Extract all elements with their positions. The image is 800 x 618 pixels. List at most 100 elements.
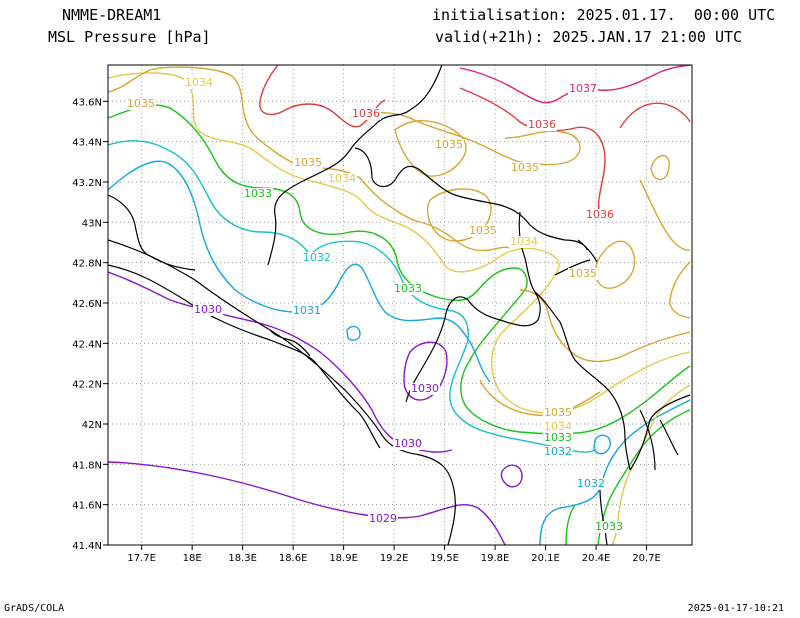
contour-label: 1035 [569, 267, 597, 280]
contour-label-bg [576, 478, 606, 490]
border-north [267, 65, 443, 266]
contour-label: 1035 [469, 224, 497, 237]
contour-label-bg [243, 188, 273, 200]
y-tick-label: 43.6N [72, 97, 102, 108]
x-tick-label: 18E [183, 553, 202, 564]
contour-label: 1035 [511, 161, 539, 174]
contour-label-bg [393, 438, 423, 450]
border-kosovo-east [534, 291, 631, 471]
border-east [554, 239, 598, 276]
contour-label: 1032 [577, 477, 605, 490]
x-tick-label: 18.3E [228, 553, 257, 564]
init-time: initialisation: 2025.01.17. 00:00 UTC [432, 6, 776, 24]
x-tick-label: 18.6E [279, 553, 308, 564]
contour-labels: 1034103510361037103610351035103410351033… [126, 76, 624, 533]
border-bih-mne [108, 194, 196, 271]
contour-label-bg [293, 157, 323, 169]
contour-label: 1036 [586, 208, 614, 221]
contour-label-bg [543, 446, 573, 458]
x-tick-label: 20.4E [582, 553, 611, 564]
plot-frame [107, 64, 693, 546]
y-tick-label: 41.4N [72, 541, 102, 552]
isobar-1031 [108, 160, 491, 383]
border-serbia [354, 147, 588, 251]
contour-label: 1033 [394, 282, 422, 295]
isobar-1035-se [519, 289, 691, 363]
axis-ticks: 17.7E 18E 18.3E 18.6E 18.9E 19.2E 19.5E 19.8E 20… [72, 97, 661, 564]
field-title: MSL Pressure [hPa] [48, 28, 211, 46]
x-tick-label: 19.5E [430, 553, 459, 564]
x-tick-label: 17.7E [127, 553, 156, 564]
contour-label: 1030 [394, 437, 422, 450]
isobar-1035-inner [394, 120, 467, 177]
isobar-1035-tr [669, 261, 691, 319]
y-tick-label: 42.2N [72, 380, 102, 391]
contour-label-bg [126, 98, 156, 110]
isobar-1029 [108, 461, 506, 545]
isobar-1035-right [650, 154, 670, 181]
contour-label: 1032 [303, 251, 331, 264]
x-tick-label: 18.9E [329, 553, 358, 564]
valid-time: valid(+21h): 2025.JAN.17 21:00 UTC [435, 28, 743, 46]
contour-label: 1034 [544, 420, 572, 433]
isobars [108, 65, 691, 545]
contour-label: 1035 [127, 97, 155, 110]
model-title: NMME-DREAM1 [62, 6, 162, 24]
x-tick-label: 19.8E [481, 553, 510, 564]
software-credit: GrADS/COLA [4, 603, 65, 614]
y-tick-label: 42.8N [72, 259, 102, 270]
coastline-inner [108, 264, 381, 449]
contour-label: 1036 [528, 118, 556, 131]
border-kosovo [405, 211, 541, 403]
contour-label-bg [302, 252, 332, 264]
contour-label: 1029 [369, 512, 397, 525]
contour-label: 1033 [544, 431, 572, 444]
contour-label-bg [327, 173, 357, 185]
contour-label-bg [193, 304, 223, 316]
border-mk [629, 394, 691, 471]
isobar-1031-small [346, 325, 361, 341]
isobar-1035-far [639, 179, 691, 251]
contour-label-bg [351, 108, 381, 120]
y-tick-label: 43N [82, 218, 102, 229]
isobar-1035-north [349, 112, 581, 166]
contour-label-bg [410, 383, 440, 395]
isobar-1033 [108, 104, 691, 435]
contour-label-bg [585, 209, 615, 221]
contour-label: 1035 [294, 156, 322, 169]
y-tick-label: 41.6N [72, 501, 102, 512]
contour-label-bg [543, 421, 573, 433]
contour-label: 1035 [544, 406, 572, 419]
contour-label: 1032 [544, 445, 572, 458]
x-tick-label: 20.1E [531, 553, 560, 564]
render-timestamp: 2025-01-17-10:21 [687, 603, 784, 614]
isobar-1034 [108, 72, 691, 414]
contour-label: 1030 [194, 303, 222, 316]
isobar-1030-closed [403, 341, 448, 401]
isobar-1030 [108, 271, 453, 453]
contour-label: 1034 [328, 172, 356, 185]
contour-label-bg [434, 139, 464, 151]
coast-bay [269, 329, 311, 357]
contour-label-bg [468, 225, 498, 237]
contour-label: 1035 [435, 138, 463, 151]
contour-label: 1036 [352, 107, 380, 120]
contour-label-bg [543, 407, 573, 419]
isobar-1036 [259, 65, 386, 128]
contour-label-bg [509, 236, 539, 248]
coastline [108, 239, 456, 545]
y-tick-label: 43.4N [72, 138, 102, 149]
contour-label: 1034 [510, 235, 538, 248]
isobar-1030-small [500, 464, 523, 488]
contour-label-bg [184, 77, 214, 89]
y-tick-label: 42N [82, 420, 102, 431]
isobar-1036-right [619, 102, 691, 129]
y-tick-label: 43.2N [72, 178, 102, 189]
y-tick-label: 41.8N [72, 460, 102, 471]
isobar-1032 [108, 140, 596, 453]
isobar-1033-sw [565, 504, 576, 545]
isobar-1035-s [479, 379, 601, 417]
contour-label: 1033 [595, 520, 623, 533]
contour-label-bg [368, 513, 398, 525]
